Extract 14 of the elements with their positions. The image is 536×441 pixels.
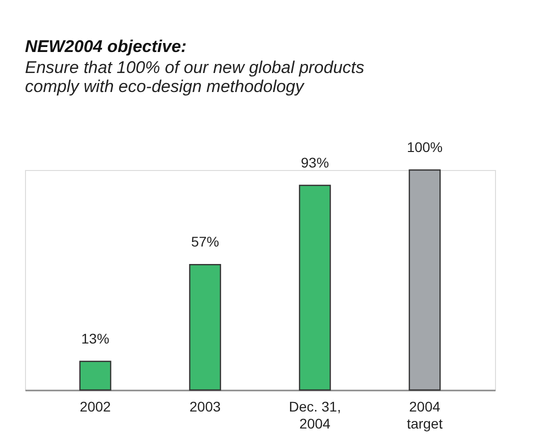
data-label: 93% <box>300 154 329 170</box>
x-tick-label: 2003 <box>190 398 221 414</box>
chart-subtitle: Ensure that 100% of our new global products comply with eco-design methodology <box>25 58 365 96</box>
data-label: 57% <box>191 234 220 250</box>
data-label: 100% <box>406 139 443 155</box>
bar <box>189 264 222 391</box>
bar <box>79 360 112 391</box>
bar <box>408 169 441 391</box>
data-label: 13% <box>81 330 110 346</box>
bar <box>298 184 331 391</box>
chart-title: NEW2004 objective: <box>25 37 187 56</box>
x-tick-label: 2004 target <box>406 398 443 432</box>
x-tick-label: 2002 <box>80 398 112 414</box>
x-tick-label: Dec. 31, 2004 <box>288 398 341 432</box>
